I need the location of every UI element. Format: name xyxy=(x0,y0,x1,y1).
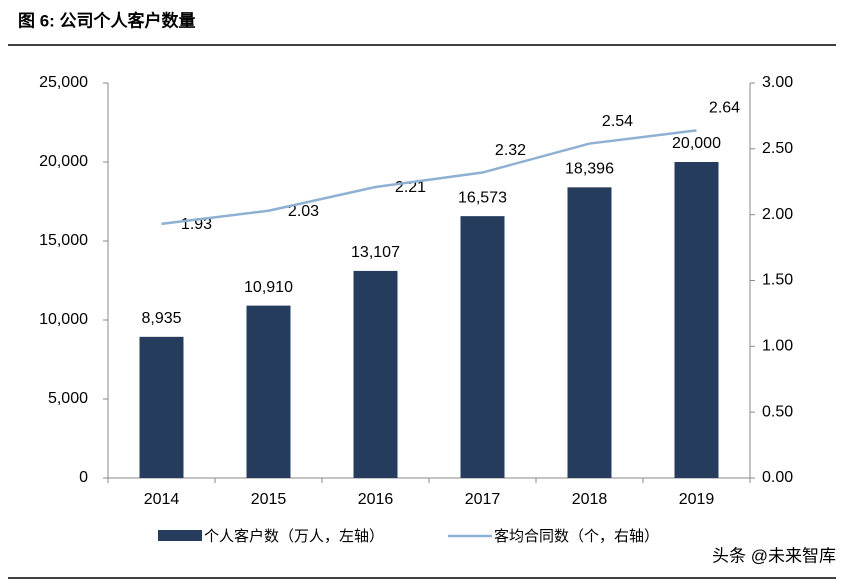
x-tick-label: 2015 xyxy=(251,491,287,508)
bar xyxy=(246,305,291,478)
x-tick-label: 2019 xyxy=(679,491,715,508)
y-tick-label: 5,000 xyxy=(48,390,88,407)
bar-value-label: 13,107 xyxy=(351,244,400,261)
x-tick-label: 2014 xyxy=(144,491,180,508)
y2-tick-label: 2.50 xyxy=(762,140,793,157)
bar-value-label: 8,935 xyxy=(141,310,181,327)
y2-tick-label: 1.50 xyxy=(762,272,793,289)
bar xyxy=(460,216,505,478)
y-tick-label: 25,000 xyxy=(39,74,88,91)
bar xyxy=(353,270,398,478)
legend-label: 客均合同数（个，右轴） xyxy=(494,528,659,545)
bar xyxy=(567,187,612,478)
line-value-label: 2.64 xyxy=(709,100,740,117)
y2-tick-label: 1.00 xyxy=(762,338,793,355)
y-tick-label: 20,000 xyxy=(39,153,88,170)
bar-value-label: 16,573 xyxy=(458,189,507,206)
line-value-label: 2.32 xyxy=(495,142,526,159)
x-tick-label: 2016 xyxy=(358,491,394,508)
legend-swatch xyxy=(158,530,202,541)
bar-value-label: 20,000 xyxy=(672,135,721,152)
line-value-label: 2.54 xyxy=(602,113,633,130)
y2-tick-label: 2.00 xyxy=(762,206,793,223)
y-tick-label: 0 xyxy=(79,469,88,486)
y2-tick-label: 0.00 xyxy=(762,469,793,486)
watermark: 头条 @未来智库 xyxy=(712,546,836,565)
bar-value-label: 18,396 xyxy=(565,161,614,178)
x-tick-label: 2017 xyxy=(465,491,501,508)
bar-value-label: 10,910 xyxy=(244,279,293,296)
line xyxy=(161,129,697,226)
y-tick-label: 10,000 xyxy=(39,311,88,328)
bar xyxy=(139,336,184,478)
line-value-label: 2.03 xyxy=(288,203,319,220)
bar xyxy=(674,162,719,478)
chart-title: 图 6: 公司个人客户数量 xyxy=(18,10,196,30)
y-tick-label: 15,000 xyxy=(39,232,88,249)
x-tick-label: 2018 xyxy=(572,491,608,508)
legend-label: 个人客户数（万人，左轴） xyxy=(204,528,384,545)
y2-tick-label: 3.00 xyxy=(762,74,793,91)
y2-tick-label: 0.50 xyxy=(762,403,793,420)
